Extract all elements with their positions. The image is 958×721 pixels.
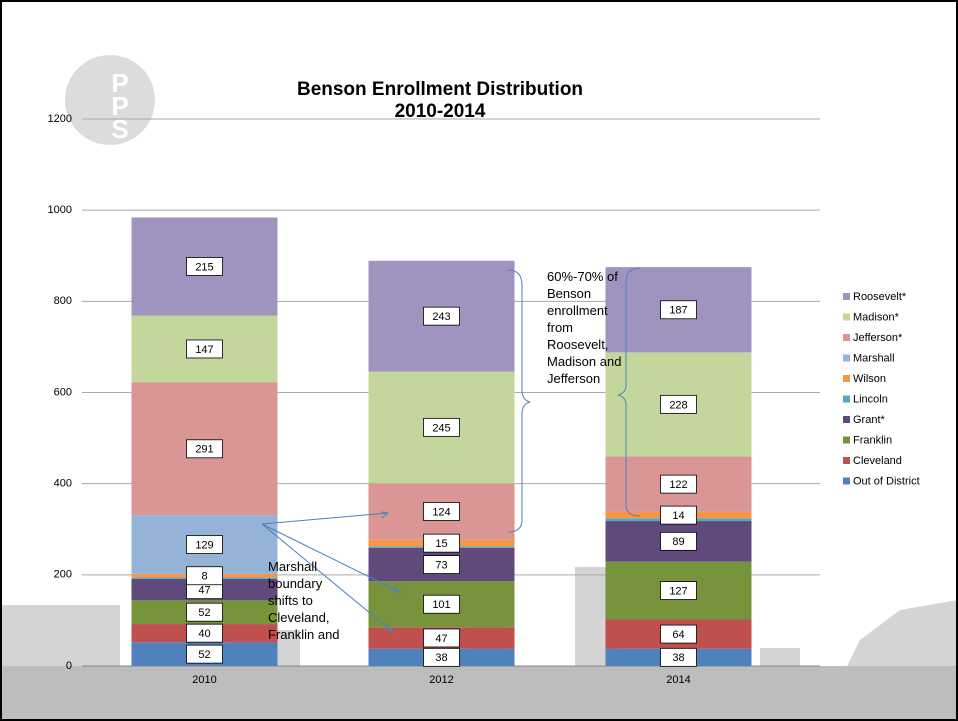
data-label: 147 xyxy=(195,344,213,356)
y-tick-label: 400 xyxy=(54,478,72,490)
data-label: 101 xyxy=(432,599,450,611)
chart-subtitle: 2010-2014 xyxy=(395,101,486,122)
annotation: 60%-70% of Benson enrollment from Roosev… xyxy=(547,269,622,386)
data-label-box xyxy=(423,502,460,521)
data-label: 15 xyxy=(435,538,447,550)
data-label-box xyxy=(423,647,460,667)
data-label: 52 xyxy=(198,607,210,619)
data-label: 129 xyxy=(195,539,213,551)
data-label: 47 xyxy=(435,633,447,645)
legend-label: Out of District xyxy=(853,475,920,487)
data-label-box xyxy=(186,257,223,276)
data-label: 127 xyxy=(669,585,687,597)
legend-label: Cleveland xyxy=(853,455,902,467)
data-label-box xyxy=(423,306,460,326)
data-label: 8 xyxy=(201,571,207,583)
data-label-box xyxy=(186,535,223,554)
annotation: Marshall boundary shifts to Cleveland, F… xyxy=(268,559,340,642)
arrow xyxy=(261,523,402,593)
y-tick-label: 1200 xyxy=(48,113,72,125)
legend-swatch xyxy=(843,334,850,341)
legend-label: Franklin xyxy=(853,434,892,446)
data-label-box xyxy=(660,531,697,551)
data-label: 291 xyxy=(195,444,213,456)
data-label-box xyxy=(186,339,223,359)
y-tick-label: 600 xyxy=(54,386,72,398)
data-label-box xyxy=(186,439,223,459)
x-tick-label: 2012 xyxy=(429,674,453,686)
arrows xyxy=(261,267,641,633)
arrow xyxy=(261,523,394,633)
data-label: 187 xyxy=(669,305,687,317)
legend-swatch xyxy=(843,477,850,485)
data-label: 89 xyxy=(672,536,684,548)
data-label-box xyxy=(423,594,460,614)
data-label: 73 xyxy=(435,559,447,571)
data-label-box xyxy=(186,623,223,643)
y-tick-label: 200 xyxy=(54,569,72,581)
data-label: 38 xyxy=(672,652,684,664)
data-label-box xyxy=(660,581,697,600)
legend-label: Grant* xyxy=(853,414,886,426)
svg-text:P: P xyxy=(111,68,128,98)
legend-swatch xyxy=(843,457,850,464)
data-label: 243 xyxy=(432,311,450,323)
data-label-box xyxy=(423,533,460,553)
legend-label: Madison* xyxy=(853,311,900,323)
data-label: 215 xyxy=(195,261,213,273)
data-label-box xyxy=(186,644,223,664)
legend-label: Roosevelt* xyxy=(853,291,907,303)
chart-title: Benson Enrollment Distribution xyxy=(297,79,583,100)
legend-swatch xyxy=(843,354,850,362)
data-label-box xyxy=(660,300,697,320)
legend-swatch xyxy=(843,436,850,444)
data-label-box xyxy=(423,417,460,437)
legend-label: Lincoln xyxy=(853,393,888,405)
logo: P P S xyxy=(65,55,155,145)
data-label-box xyxy=(660,474,697,494)
legend-swatch xyxy=(843,375,850,382)
data-label: 40 xyxy=(198,628,210,640)
data-label: 122 xyxy=(669,479,687,491)
data-label-box xyxy=(660,394,697,414)
data-label: 47 xyxy=(198,585,210,597)
legend-swatch xyxy=(843,395,850,403)
x-tick-label: 2014 xyxy=(666,674,690,686)
data-label: 64 xyxy=(672,629,684,641)
data-label-box xyxy=(186,602,223,622)
data-label: 52 xyxy=(198,649,210,661)
y-tick-label: 0 xyxy=(66,660,72,672)
y-tick-label: 1000 xyxy=(48,204,72,216)
data-label-box xyxy=(660,505,697,525)
data-label-box xyxy=(660,647,697,667)
svg-text:P: P xyxy=(111,91,128,121)
data-label-box xyxy=(423,555,460,574)
y-tick-label: 800 xyxy=(54,295,72,307)
data-label: 245 xyxy=(432,422,450,434)
x-tick-label: 2010 xyxy=(192,674,216,686)
data-label: 228 xyxy=(669,399,687,411)
brace xyxy=(507,269,531,533)
data-label-box xyxy=(186,566,223,586)
data-label: 14 xyxy=(672,510,684,522)
legend-swatch xyxy=(843,293,850,300)
legend-swatch xyxy=(843,313,850,321)
legend-label: Marshall xyxy=(853,352,895,364)
brace xyxy=(617,267,641,517)
data-label-box xyxy=(423,628,460,648)
data-label: 124 xyxy=(432,506,450,518)
svg-text:S: S xyxy=(111,114,128,144)
data-label: 38 xyxy=(435,652,447,664)
legend-label: Wilson xyxy=(853,373,886,385)
data-label-box xyxy=(660,624,697,644)
arrow xyxy=(261,511,390,525)
legend-label: Jefferson* xyxy=(853,332,903,344)
legend-swatch xyxy=(843,416,850,423)
